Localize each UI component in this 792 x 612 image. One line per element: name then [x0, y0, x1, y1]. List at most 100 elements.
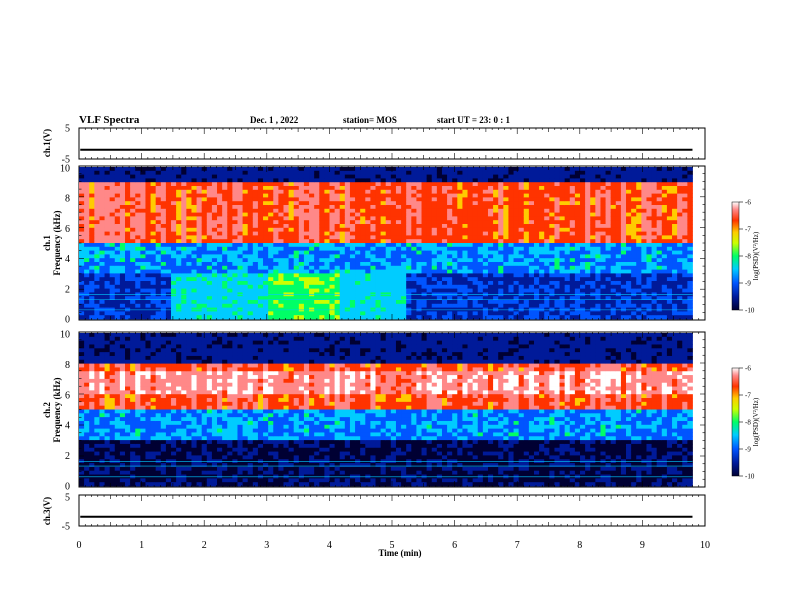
spectrogram-cell [278, 216, 284, 221]
spectrogram-cell [462, 239, 468, 244]
spectrogram-cell [626, 258, 632, 263]
spectrogram-cell [436, 182, 443, 187]
spectrogram-cell [431, 262, 438, 267]
spectrogram-cell [119, 288, 126, 293]
spectrogram-cell [574, 288, 581, 293]
spectrogram-cell [155, 258, 162, 263]
spectrogram-cell [641, 311, 647, 316]
spectrogram-cell [595, 201, 601, 206]
spectrogram-cell [441, 303, 448, 308]
spectrogram-cell [426, 243, 433, 248]
spectrogram-cell [395, 216, 402, 221]
spectrogram-cell [585, 201, 591, 206]
spectrogram-cell [303, 250, 310, 255]
spectrogram-cell [365, 284, 371, 289]
spectrogram-cell [672, 262, 678, 267]
spectrogram-cell [293, 250, 300, 255]
spectrogram-cell [206, 269, 213, 274]
spectrogram-cell [610, 174, 617, 179]
spectrogram-cell [99, 375, 105, 380]
spectrogram-cell [217, 174, 223, 179]
spectrogram-cell [257, 284, 264, 289]
spectrogram-cell [109, 250, 116, 255]
spectrogram-cell [513, 167, 520, 172]
spectrogram-cell [303, 315, 310, 320]
spectrogram-cell [288, 227, 295, 232]
spectrogram-cell [580, 250, 586, 255]
spectrogram-cell [528, 231, 535, 236]
spectrogram-cell [421, 239, 428, 244]
spectrogram-cell [145, 205, 151, 210]
spectrogram-cell [426, 300, 433, 305]
spectrogram-cell [482, 227, 489, 232]
spectrogram-cell [135, 178, 141, 183]
spectrogram-cell [472, 273, 479, 278]
spectrogram-cell [687, 246, 693, 251]
spectrogram-cell [457, 212, 463, 217]
spectrogram-cell [125, 273, 131, 278]
spectrogram-cell [631, 269, 637, 274]
spectrogram-cell [375, 288, 382, 293]
spectrogram-cell [365, 212, 371, 217]
spectrogram-cell [211, 201, 218, 206]
spectrogram-cell [355, 197, 361, 202]
spectrogram-cell [559, 265, 566, 270]
start-ut-label: start UT = 23: 0 : 1 [437, 115, 510, 125]
spectrogram-cell [580, 300, 586, 305]
spectrogram-cell [283, 224, 289, 229]
spectrogram-cell [528, 182, 535, 187]
spectrogram-cell [416, 277, 422, 282]
spectrogram-cell [380, 167, 387, 172]
spectrogram-cell [411, 216, 417, 221]
spectrogram-cell [646, 178, 652, 183]
spectrogram-cell [252, 231, 259, 236]
spectrogram-cell [528, 262, 535, 267]
spectrogram-cell [298, 193, 305, 198]
spectrogram-cell [171, 246, 177, 251]
spectrogram-cell [528, 224, 535, 229]
spectrogram-cell [119, 231, 126, 236]
spectrogram-cell [324, 224, 330, 229]
spectrogram-cell [99, 197, 105, 202]
spectrogram-cell [626, 224, 632, 229]
spectrogram-cell [181, 250, 187, 255]
spectrogram-cell [365, 174, 371, 179]
spectrogram-cell [293, 265, 300, 270]
spectrogram-cell [590, 235, 596, 240]
spectrogram-cell [186, 269, 192, 274]
spectrogram-cell [472, 205, 479, 210]
spectrogram-cell [104, 258, 111, 263]
spectrogram-cell [605, 300, 612, 305]
spectrogram-cell [385, 178, 392, 183]
spectrogram-cell [395, 186, 402, 191]
spectrogram-cell [441, 227, 448, 232]
spectrogram-cell [232, 205, 238, 210]
spectrogram-cell [441, 205, 448, 210]
spectrogram-cell [646, 220, 652, 225]
spectrogram-cell [114, 250, 121, 255]
spectrogram-cell [493, 201, 499, 206]
spectrogram-cell [590, 212, 596, 217]
spectrogram-cell [211, 231, 218, 236]
spectrogram-cell [79, 440, 85, 445]
spectrogram-cell [661, 258, 668, 263]
spectrogram-cell [283, 273, 289, 278]
spectrogram-cell [528, 265, 535, 270]
spectrogram-cell [677, 265, 683, 270]
spectrogram-cell [401, 193, 407, 198]
spectrogram-cell [247, 311, 254, 316]
spectrogram-cell [574, 281, 581, 286]
spectrogram-cell [513, 250, 520, 255]
spectrogram-cell [508, 235, 514, 240]
spectrogram-cell [273, 315, 279, 320]
spectrogram-cell [339, 182, 346, 187]
spectrogram-cell [293, 174, 300, 179]
spectrogram-cell [406, 243, 412, 248]
spectrogram-cell [421, 205, 428, 210]
spectrogram-cell [324, 246, 330, 251]
spectrogram-cell [309, 170, 315, 175]
spectrogram-cell [610, 246, 617, 251]
spectrogram-cell [401, 167, 407, 172]
spectrogram-cell [278, 224, 284, 229]
spectrogram-cell [365, 273, 371, 278]
